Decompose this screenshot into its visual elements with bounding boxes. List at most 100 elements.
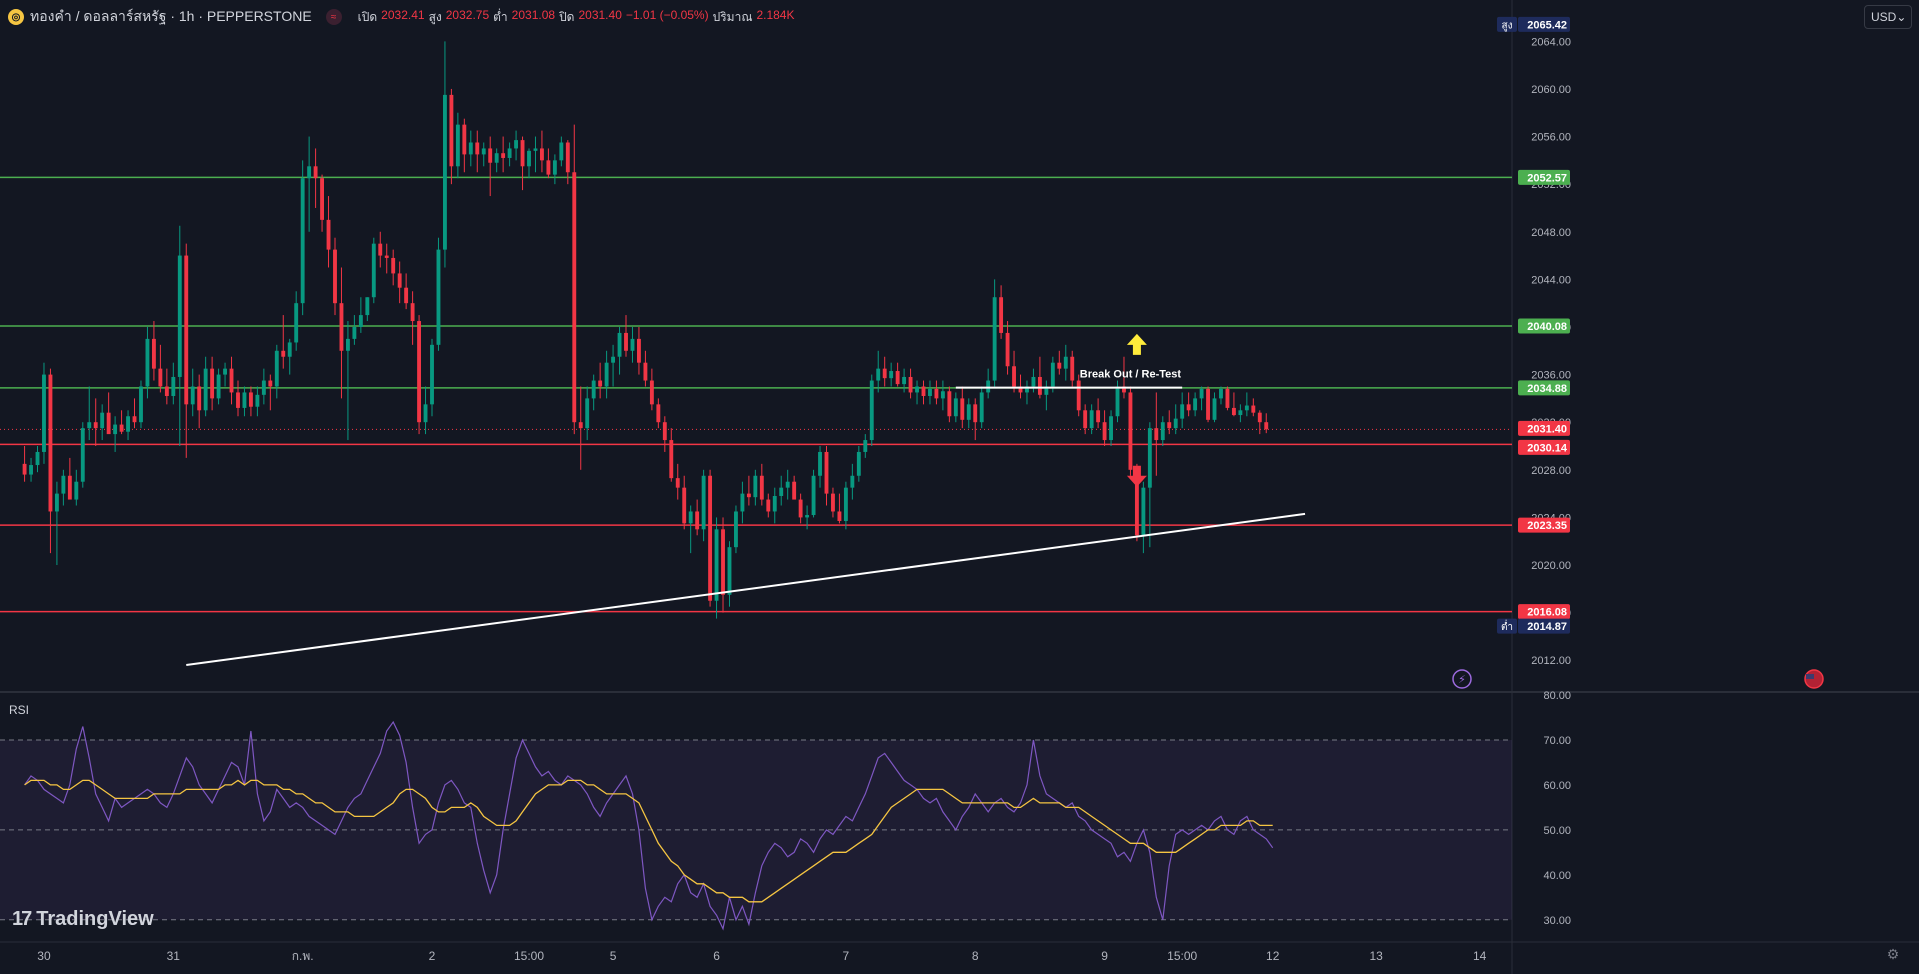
candle-body bbox=[999, 297, 1004, 333]
candle bbox=[863, 434, 868, 458]
candle bbox=[675, 463, 680, 500]
price-tag: 2016.08 bbox=[1518, 604, 1570, 620]
candle-body bbox=[520, 140, 525, 167]
candle bbox=[1167, 410, 1172, 435]
symbol-title[interactable]: ทองคำ / ดอลลาร์สหรัฐ · 1h · PEPPERSTONE bbox=[30, 8, 312, 24]
candle bbox=[158, 344, 163, 393]
candle-body bbox=[831, 493, 835, 512]
candle bbox=[113, 416, 118, 452]
candle-body bbox=[126, 416, 130, 432]
candle bbox=[688, 505, 693, 554]
candle bbox=[404, 273, 409, 310]
price-tag-label-bg bbox=[1497, 16, 1517, 32]
candle-body bbox=[1083, 410, 1088, 429]
candle bbox=[223, 362, 227, 387]
candle bbox=[889, 362, 894, 387]
candle-body bbox=[727, 547, 732, 595]
price-tag-bg bbox=[1518, 604, 1570, 620]
candle-body bbox=[805, 515, 810, 518]
candle-body bbox=[1251, 405, 1256, 413]
price-tag-label-bg bbox=[1497, 618, 1517, 634]
candle bbox=[48, 368, 53, 554]
price-tick-label: 2036.00 bbox=[1531, 370, 1571, 382]
candle-body bbox=[423, 404, 428, 423]
candle bbox=[966, 398, 971, 429]
candle bbox=[766, 493, 771, 518]
candle bbox=[1212, 392, 1217, 423]
candle-body bbox=[921, 386, 926, 397]
candle bbox=[1251, 398, 1256, 417]
ohlc-low-label: ต่ำ bbox=[493, 9, 508, 24]
candle-body bbox=[1193, 398, 1198, 411]
price-tag-value: 2016.08 bbox=[1527, 607, 1567, 619]
price-tag: 2031.40 bbox=[1518, 420, 1570, 436]
candle-body bbox=[417, 321, 422, 423]
price-tag-value: 2034.88 bbox=[1527, 383, 1567, 395]
candle-body bbox=[1050, 362, 1055, 387]
candle bbox=[669, 428, 674, 482]
candle-body bbox=[352, 326, 357, 339]
price-tick-label: 2048.00 bbox=[1531, 227, 1571, 239]
candle-body bbox=[139, 386, 143, 423]
candle-body bbox=[578, 422, 583, 429]
candle bbox=[1005, 321, 1010, 375]
candle-body bbox=[430, 344, 434, 405]
candle bbox=[119, 410, 124, 435]
candle-body bbox=[818, 451, 822, 476]
candle-body bbox=[1109, 416, 1113, 441]
candle-body bbox=[637, 338, 641, 363]
candle bbox=[591, 374, 596, 411]
candle bbox=[1173, 404, 1178, 435]
candle bbox=[1225, 386, 1230, 411]
rsi-tick-label: 70.00 bbox=[1543, 735, 1571, 747]
candle bbox=[727, 541, 732, 607]
candle bbox=[430, 338, 434, 417]
candle bbox=[805, 505, 810, 530]
candle bbox=[1244, 392, 1249, 417]
candle bbox=[1109, 410, 1113, 447]
candle bbox=[1154, 392, 1159, 476]
candle-body bbox=[798, 499, 803, 518]
candle bbox=[902, 368, 907, 393]
candle bbox=[171, 362, 176, 405]
approx-icon[interactable]: ≈ bbox=[325, 9, 342, 25]
candle-body bbox=[488, 148, 493, 163]
candle-body bbox=[876, 368, 881, 381]
rsi-pane-label[interactable]: RSI bbox=[9, 703, 30, 717]
candle-body bbox=[1147, 428, 1152, 488]
candle bbox=[649, 368, 654, 411]
ohlc-open-label: เปิด bbox=[357, 9, 378, 24]
settings-gear-icon[interactable]: ⚙ bbox=[1886, 946, 1900, 962]
candle bbox=[1231, 392, 1236, 417]
candle-body bbox=[494, 153, 499, 163]
arrow-up-icon bbox=[1126, 333, 1147, 355]
gold-coin-icon[interactable]: ◎ bbox=[8, 9, 24, 25]
candle-body bbox=[326, 219, 331, 250]
candle bbox=[1206, 386, 1210, 423]
tradingview-logo[interactable]: 17 TradingView bbox=[12, 908, 154, 931]
candle-body bbox=[1257, 412, 1262, 423]
candle-body bbox=[979, 392, 984, 423]
candle-body bbox=[29, 465, 33, 475]
candle bbox=[281, 315, 286, 369]
candle bbox=[1076, 374, 1081, 417]
currency-select[interactable]: USD ⌄ bbox=[1864, 5, 1912, 29]
candle bbox=[417, 315, 422, 435]
candle bbox=[915, 380, 919, 405]
candle bbox=[177, 225, 182, 447]
candle-body bbox=[682, 487, 687, 524]
candle bbox=[1128, 386, 1133, 476]
candle bbox=[656, 398, 661, 429]
candle-body bbox=[261, 380, 266, 395]
candle bbox=[818, 446, 822, 488]
candle bbox=[695, 499, 700, 536]
candle bbox=[255, 386, 260, 417]
price-tag-bg bbox=[1518, 618, 1570, 634]
candle-body bbox=[540, 148, 544, 161]
candle-body bbox=[772, 495, 777, 512]
candle-body bbox=[708, 475, 713, 601]
candle bbox=[139, 380, 143, 429]
candle-body bbox=[248, 392, 253, 407]
